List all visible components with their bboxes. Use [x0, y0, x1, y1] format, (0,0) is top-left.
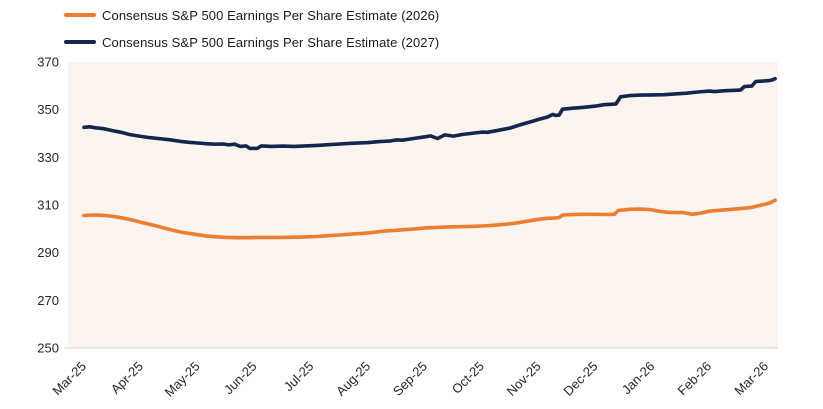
- x-axis-tick-label: Mar-26: [731, 359, 771, 399]
- series-line-2026: [82, 198, 777, 240]
- y-axis-tick-label: 350: [37, 102, 59, 117]
- x-axis-tick-label: Oct-25: [449, 359, 487, 397]
- legend: Consensus S&P 500 Earnings Per Share Est…: [64, 6, 439, 51]
- legend-line-swatch-2027: [64, 40, 96, 44]
- x-axis-tick-label: Apr-25: [108, 359, 146, 397]
- y-axis-tick-label: 330: [37, 150, 59, 165]
- series-line-2027: [82, 76, 777, 151]
- x-axis-tick-label: Mar-25: [49, 359, 89, 399]
- legend-item-2026: Consensus S&P 500 Earnings Per Share Est…: [64, 6, 439, 24]
- y-axis-tick-label: 270: [37, 293, 59, 308]
- x-axis-tick-label: Dec-25: [560, 359, 600, 399]
- y-axis-tick-label: 310: [37, 198, 59, 213]
- x-axis-tick-label: Jan-26: [619, 359, 658, 398]
- legend-line-swatch-2026: [64, 13, 96, 17]
- x-axis-tick-label: Jun-25: [221, 359, 260, 398]
- y-axis-tick-label: 290: [37, 245, 59, 260]
- x-axis-tick-label: Sep-25: [390, 359, 430, 399]
- legend-item-2027: Consensus S&P 500 Earnings Per Share Est…: [64, 33, 439, 51]
- legend-label-2027: Consensus S&P 500 Earnings Per Share Est…: [102, 34, 440, 50]
- x-axis-tick-label: May-25: [162, 359, 203, 400]
- x-axis-tick-label: Aug-25: [333, 359, 373, 399]
- y-axis-tick-label: 250: [37, 341, 59, 356]
- x-axis-tick-label: Feb-26: [675, 359, 715, 399]
- legend-label-2026: Consensus S&P 500 Earnings Per Share Est…: [102, 7, 440, 23]
- plot-area: [68, 62, 778, 348]
- x-axis-tick-label: Nov-25: [504, 359, 544, 399]
- y-axis-tick-label: 370: [37, 55, 59, 70]
- x-axis-tick-label: Jul-25: [281, 359, 317, 395]
